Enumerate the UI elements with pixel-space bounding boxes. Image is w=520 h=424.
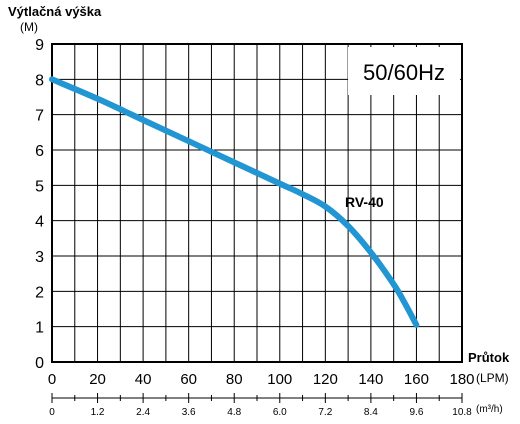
- x2-tick-label: 3.6: [182, 407, 196, 418]
- x-tick-label: 80: [226, 371, 243, 388]
- y-tick-label: 4: [35, 214, 44, 231]
- y-tick-label: 6: [35, 143, 44, 160]
- x-tick-label: 160: [404, 371, 429, 388]
- x-axis-unit: (LPM): [476, 371, 509, 385]
- y-tick-label: 8: [35, 72, 44, 89]
- y-tick-label: 7: [35, 108, 44, 125]
- frequency-label-box: [348, 47, 460, 95]
- y-tick-label: 0: [35, 355, 44, 372]
- y-tick-label: 3: [35, 249, 44, 266]
- x2-tick-label: 4.8: [227, 407, 241, 418]
- grid: [52, 44, 462, 362]
- series-label-rv-40: RV-40: [345, 194, 384, 210]
- x2-tick-label: 7.2: [318, 407, 332, 418]
- y-tick-label: 2: [35, 284, 44, 301]
- x2-axis-unit: (m³/h): [476, 404, 503, 415]
- x-tick-label: 140: [358, 371, 383, 388]
- x2-tick-label: 2.4: [136, 407, 150, 418]
- x-tick-label: 0: [48, 371, 56, 388]
- x-axis-title: Průtok: [468, 350, 510, 365]
- y-tick-label: 5: [35, 178, 44, 195]
- x2-tick-label: 8.4: [364, 407, 378, 418]
- x2-tick-label: 0: [49, 407, 55, 418]
- y-tick-label: 9: [35, 37, 44, 54]
- x-tick-label: 180: [449, 371, 474, 388]
- x2-tick-label: 10.8: [452, 407, 472, 418]
- y-axis-unit: (M): [20, 20, 38, 34]
- x-tick-label: 20: [89, 371, 106, 388]
- y-axis-title: Výtlačná výška: [8, 4, 102, 19]
- frequency-label: 50/60Hz: [363, 60, 445, 85]
- x2-tick-label: 1.2: [91, 407, 105, 418]
- x2-tick-label: 6.0: [273, 407, 287, 418]
- x2-tick-label: 9.6: [409, 407, 423, 418]
- plot-frame: [51, 43, 463, 363]
- x-tick-label: 100: [267, 371, 292, 388]
- x-tick-label: 40: [135, 371, 152, 388]
- y-tick-label: 1: [35, 320, 44, 337]
- x-tick-label: 60: [180, 371, 197, 388]
- x-tick-label: 120: [313, 371, 338, 388]
